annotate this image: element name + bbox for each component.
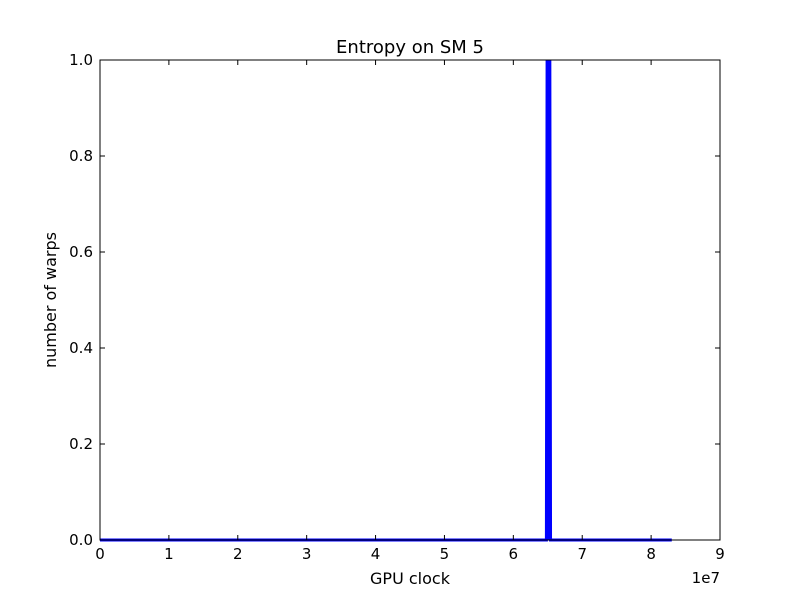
y-tick-label: 1.0 bbox=[69, 51, 93, 69]
y-tick-label: 0.0 bbox=[69, 531, 93, 549]
y-tick-label: 0.2 bbox=[69, 435, 93, 453]
x-tick-label: 9 bbox=[715, 545, 725, 563]
y-tick-label: 0.8 bbox=[69, 147, 93, 165]
plot-frame bbox=[99, 59, 721, 541]
x-tick-label: 1 bbox=[164, 545, 174, 563]
x-tick-label: 4 bbox=[371, 545, 381, 563]
ticks-layer: 0 1 2 3 4 5 6 7 8 9 0.0 0.2 0.4 0.6 0.8 1.0 bbox=[69, 51, 725, 563]
x-tick-label: 5 bbox=[440, 545, 450, 563]
x-axis-label: GPU clock bbox=[370, 569, 451, 588]
x-tick-label: 3 bbox=[302, 545, 312, 563]
y-tick-label: 0.4 bbox=[69, 339, 93, 357]
x-tick-label: 7 bbox=[577, 545, 587, 563]
x-tick-label: 0 bbox=[95, 545, 105, 563]
x-tick-label: 2 bbox=[233, 545, 243, 563]
x-axis-offset-label: 1e7 bbox=[692, 569, 720, 587]
x-tick-label: 6 bbox=[509, 545, 519, 563]
x-tick-label: 8 bbox=[646, 545, 656, 563]
y-tick-label: 0.6 bbox=[69, 243, 93, 261]
y-axis-label: number of warps bbox=[41, 232, 60, 368]
chart-title: Entropy on SM 5 bbox=[336, 37, 484, 58]
